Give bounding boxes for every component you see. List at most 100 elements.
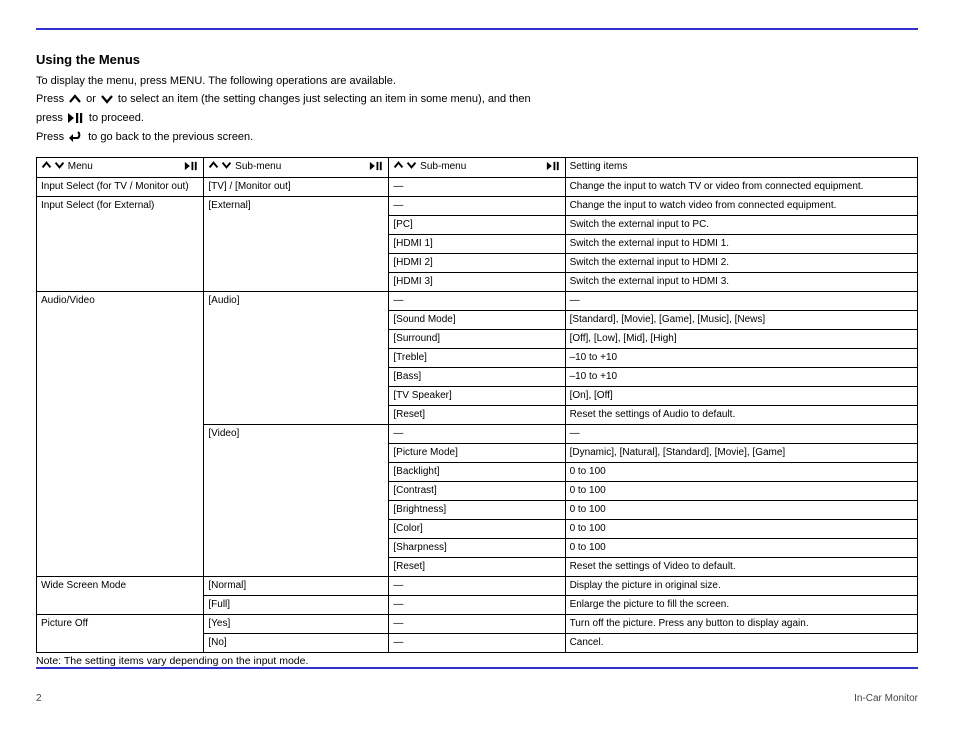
cell-submenu-2: [Sound Mode] <box>389 311 565 330</box>
col-header-settings: Setting items <box>565 158 917 178</box>
intro-text: or <box>86 91 96 107</box>
cell-submenu-1: [Full] <box>204 596 389 615</box>
cell-submenu-2: [Picture Mode] <box>389 444 565 463</box>
table-row: Audio/Video[Audio]—— <box>37 292 918 311</box>
rule-top <box>36 28 918 30</box>
cell-setting: [Standard], [Movie], [Game], [Music], [N… <box>565 311 917 330</box>
table-row: Picture Off[Yes]—Turn off the picture. P… <box>37 615 918 634</box>
cell-setting: Switch the external input to HDMI 1. <box>565 235 917 254</box>
cell-setting: [Dynamic], [Natural], [Standard], [Movie… <box>565 444 917 463</box>
cell-setting: Display the picture in original size. <box>565 577 917 596</box>
col-header-submenu-2: Sub-menu <box>389 158 565 178</box>
cell-submenu-2: [HDMI 2] <box>389 254 565 273</box>
cell-submenu-2: [TV Speaker] <box>389 387 565 406</box>
intro-row-1: Press or to select an item (the setting … <box>36 91 918 107</box>
cell-submenu-2: [Backlight] <box>389 463 565 482</box>
cell-submenu-2: [Sharpness] <box>389 539 565 558</box>
cell-submenu-2: [HDMI 3] <box>389 273 565 292</box>
cell-submenu-1: [TV] / [Monitor out] <box>204 178 389 197</box>
cell-setting: 0 to 100 <box>565 539 917 558</box>
table-header-row: Menu Sub-menu Sub- <box>37 158 918 178</box>
cell-menu: Picture Off <box>37 615 204 653</box>
intro-row-2: press to proceed. <box>36 110 918 126</box>
cell-submenu-2: — <box>389 634 565 653</box>
cell-submenu-2: — <box>389 178 565 197</box>
cell-setting: –10 to +10 <box>565 368 917 387</box>
cell-submenu-2: — <box>389 197 565 216</box>
cell-setting: 0 to 100 <box>565 463 917 482</box>
play-pause-icon <box>184 161 199 171</box>
cell-submenu-2: [Treble] <box>389 349 565 368</box>
chevron-down-icon <box>221 160 232 170</box>
col-header-menu: Menu <box>37 158 204 178</box>
cell-submenu-1: [Yes] <box>204 615 389 634</box>
cell-menu: Input Select (for TV / Monitor out) <box>37 178 204 197</box>
cell-setting: — <box>565 425 917 444</box>
chevron-down-icon <box>54 160 65 170</box>
intro-text: to select an item (the setting changes j… <box>118 91 531 107</box>
cell-setting: Turn off the picture. Press any button t… <box>565 615 917 634</box>
cell-setting: 0 to 100 <box>565 520 917 539</box>
cell-submenu-1: [No] <box>204 634 389 653</box>
intro-text: Press <box>36 91 64 107</box>
cell-setting: Cancel. <box>565 634 917 653</box>
cell-setting: Switch the external input to PC. <box>565 216 917 235</box>
page-footer: 2 In-Car Monitor <box>36 693 918 704</box>
table-row: Input Select (for TV / Monitor out)[TV] … <box>37 178 918 197</box>
page-heading: Using the Menus <box>36 52 918 67</box>
intro-text: Press <box>36 129 64 145</box>
cell-submenu-1: [Audio] <box>204 292 389 425</box>
page-subheading: To display the menu, press MENU. The fol… <box>36 75 918 87</box>
intro-text: to go back to the previous screen. <box>88 129 253 145</box>
cell-setting: Change the input to watch video from con… <box>565 197 917 216</box>
cell-setting: Switch the external input to HDMI 3. <box>565 273 917 292</box>
table-row: Wide Screen Mode[Normal]—Display the pic… <box>37 577 918 596</box>
cell-submenu-1: [Video] <box>204 425 389 577</box>
cell-submenu-2: [HDMI 1] <box>389 235 565 254</box>
play-pause-icon <box>369 161 384 171</box>
cell-submenu-2: — <box>389 577 565 596</box>
col-header-label: Menu <box>68 160 93 174</box>
cell-submenu-2: [Reset] <box>389 406 565 425</box>
intro-block: Press or to select an item (the setting … <box>36 91 918 145</box>
cell-setting: 0 to 100 <box>565 482 917 501</box>
chevron-down-icon <box>406 160 417 170</box>
col-header-submenu-1: Sub-menu <box>204 158 389 178</box>
cell-setting: Switch the external input to HDMI 2. <box>565 254 917 273</box>
chevron-up-icon <box>208 160 219 170</box>
cell-submenu-2: — <box>389 615 565 634</box>
table-row: Input Select (for External)[External]—Ch… <box>37 197 918 216</box>
intro-row-3: Press to go back to the previous screen. <box>36 129 918 145</box>
cell-setting: Enlarge the picture to fill the screen. <box>565 596 917 615</box>
col-header-label: Setting items <box>570 160 628 174</box>
cell-submenu-1: [External] <box>204 197 389 292</box>
footer-title: In-Car Monitor <box>854 693 918 704</box>
cell-setting: Reset the settings of Video to default. <box>565 558 917 577</box>
cell-submenu-2: [Surround] <box>389 330 565 349</box>
menu-table: Menu Sub-menu Sub- <box>36 157 918 653</box>
cell-submenu-2: — <box>389 596 565 615</box>
cell-submenu-2: [Bass] <box>389 368 565 387</box>
cell-submenu-2: [Color] <box>389 520 565 539</box>
cell-menu: Input Select (for External) <box>37 197 204 292</box>
chevron-down-icon <box>100 93 114 105</box>
intro-text: press <box>36 110 63 126</box>
return-icon <box>68 131 84 144</box>
page-number: 2 <box>36 693 42 704</box>
rule-bottom <box>36 667 918 669</box>
note-text: Note: The setting items vary depending o… <box>36 655 918 667</box>
chevron-up-icon <box>41 160 52 170</box>
cell-submenu-2: [Brightness] <box>389 501 565 520</box>
cell-submenu-2: — <box>389 292 565 311</box>
play-pause-icon <box>546 161 561 171</box>
cell-submenu-2: — <box>389 425 565 444</box>
cell-submenu-2: [PC] <box>389 216 565 235</box>
col-header-label: Sub-menu <box>235 160 281 174</box>
intro-text: to proceed. <box>89 110 144 126</box>
cell-setting: Change the input to watch TV or video fr… <box>565 178 917 197</box>
cell-setting: [Off], [Low], [Mid], [High] <box>565 330 917 349</box>
cell-submenu-1: [Normal] <box>204 577 389 596</box>
cell-submenu-2: [Reset] <box>389 558 565 577</box>
cell-setting: [On], [Off] <box>565 387 917 406</box>
col-header-label: Sub-menu <box>420 160 466 174</box>
